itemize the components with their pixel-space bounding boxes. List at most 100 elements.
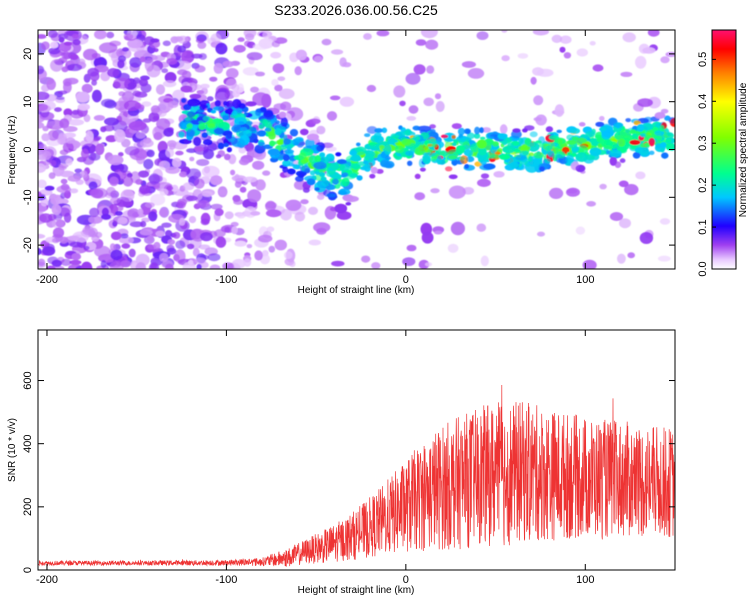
spectrogram-cell bbox=[280, 117, 288, 127]
spectrogram-y-tick-label: -10 bbox=[22, 189, 34, 205]
spectrogram-cell bbox=[134, 102, 142, 109]
spectrogram-cell bbox=[61, 66, 69, 73]
spectrogram-cell bbox=[120, 233, 129, 239]
spectrogram-cell bbox=[186, 111, 196, 118]
spectrogram-cell bbox=[153, 132, 163, 141]
spectrogram-cell bbox=[210, 203, 223, 210]
spectrogram-cell bbox=[308, 206, 318, 215]
spectrogram-cell bbox=[660, 142, 667, 148]
spectrogram-cell bbox=[370, 167, 378, 174]
spectrogram-cell bbox=[272, 63, 285, 74]
spectrogram-cell bbox=[500, 124, 508, 134]
spectrogram-cell bbox=[127, 82, 137, 89]
spectrogram-cell bbox=[313, 161, 327, 170]
spectrogram-cell bbox=[117, 205, 124, 211]
spectrogram-cell bbox=[464, 149, 473, 157]
spectrogram-cell bbox=[48, 172, 56, 180]
spectrogram-cell bbox=[659, 218, 671, 225]
spectrogram-cell bbox=[72, 39, 81, 46]
spectrogram-cell bbox=[476, 31, 489, 40]
spectrogram-cell bbox=[63, 108, 73, 117]
spectrogram-cell bbox=[63, 41, 72, 46]
spectrogram-cell bbox=[594, 134, 603, 139]
spectrogram-cell bbox=[186, 168, 202, 180]
spectrogram-cell bbox=[426, 65, 435, 74]
spectrogram-cell bbox=[326, 193, 337, 198]
colorbar: 0.0 0.1 0.2 0.3 0.4 0.5 Normalized spectral a… bbox=[697, 29, 749, 277]
spectrogram-cell bbox=[453, 139, 458, 144]
spectrogram-cell bbox=[206, 96, 214, 102]
spectrogram-cell bbox=[278, 88, 295, 100]
spectrogram-cell bbox=[65, 137, 76, 144]
spectrogram-cell bbox=[237, 37, 245, 42]
spectrogram-cell bbox=[215, 154, 222, 159]
spectrogram-cell bbox=[48, 47, 61, 55]
spectrogram-cell bbox=[258, 124, 265, 130]
spectrogram-cell bbox=[214, 208, 224, 217]
spectrogram-cell bbox=[38, 191, 42, 198]
spectrogram-cell bbox=[497, 133, 508, 140]
spectrogram-cell bbox=[118, 152, 124, 157]
snr-y-tick-label: 200 bbox=[22, 498, 34, 516]
spectrogram-cell bbox=[619, 158, 626, 163]
spectrogram-cell bbox=[370, 143, 381, 150]
spectrogram-cell bbox=[141, 101, 152, 107]
spectrogram-cell bbox=[225, 100, 234, 108]
spectrogram-cell bbox=[448, 155, 458, 160]
spectrogram-cell bbox=[155, 230, 165, 237]
spectrogram-cell bbox=[336, 159, 347, 165]
spectrogram-cell bbox=[430, 128, 436, 135]
spectrogram-cell bbox=[434, 93, 442, 100]
spectrogram-cell bbox=[501, 55, 510, 62]
spectrogram-cell bbox=[158, 160, 171, 171]
spectrogram-cell bbox=[236, 213, 246, 219]
spectrogram-cell bbox=[274, 128, 282, 136]
spectrogram-cell bbox=[265, 200, 277, 212]
spectrogram-cell bbox=[117, 217, 128, 225]
spectrogram-cell bbox=[110, 249, 123, 261]
spectrogram-cell bbox=[339, 96, 355, 107]
spectrogram-cell bbox=[238, 147, 247, 154]
spectrogram-cell bbox=[314, 155, 322, 163]
spectrogram-cell bbox=[258, 234, 273, 243]
spectrogram-cell bbox=[222, 60, 234, 68]
spectrogram-cell bbox=[135, 131, 146, 139]
spectrogram-cell bbox=[165, 230, 173, 237]
spectrogram-cell bbox=[201, 190, 213, 197]
spectrogram-cell bbox=[232, 99, 242, 109]
spectrogram-cell bbox=[143, 158, 154, 170]
spectrogram-cell bbox=[121, 243, 131, 249]
spectrogram-cell bbox=[654, 130, 665, 136]
spectrogram-cell bbox=[146, 234, 154, 243]
spectrogram-cell bbox=[172, 157, 182, 168]
spectrogram-cell bbox=[234, 240, 247, 247]
spectrogram-cell bbox=[118, 111, 130, 126]
spectrogram-cell bbox=[222, 262, 234, 269]
spectrogram-cell bbox=[91, 79, 97, 86]
spectrogram-cell bbox=[425, 39, 439, 50]
spectrogram-cell bbox=[566, 151, 572, 156]
spectrogram-cell bbox=[267, 148, 280, 156]
spectrogram-cell bbox=[75, 91, 90, 103]
snr-x-tick-label: -200 bbox=[36, 574, 58, 586]
spectrogram-cell bbox=[262, 31, 271, 39]
spectrogram-cell bbox=[81, 261, 93, 269]
colorbar-tick-label: 0.5 bbox=[697, 52, 709, 67]
spectrogram-cell bbox=[624, 184, 639, 196]
spectrogram-cell bbox=[474, 126, 480, 135]
spectrogram-cell bbox=[404, 130, 410, 136]
spectrogram-cell bbox=[302, 187, 310, 193]
spectrogram-cell bbox=[412, 125, 421, 131]
spectrogram-cell bbox=[239, 186, 247, 193]
spectrogram-cell bbox=[660, 147, 665, 153]
spectrogram-cell bbox=[627, 252, 635, 259]
spectrogram-cell bbox=[148, 174, 163, 183]
spectrogram-cell bbox=[314, 187, 320, 191]
spectrogram-cell bbox=[100, 126, 107, 133]
spectrogram-cell bbox=[575, 226, 586, 235]
spectrogram-cell bbox=[330, 163, 340, 171]
spectrogram-cell bbox=[83, 245, 90, 250]
snr-y-tick-label: 400 bbox=[22, 435, 34, 453]
spectrogram-cell bbox=[93, 135, 102, 141]
